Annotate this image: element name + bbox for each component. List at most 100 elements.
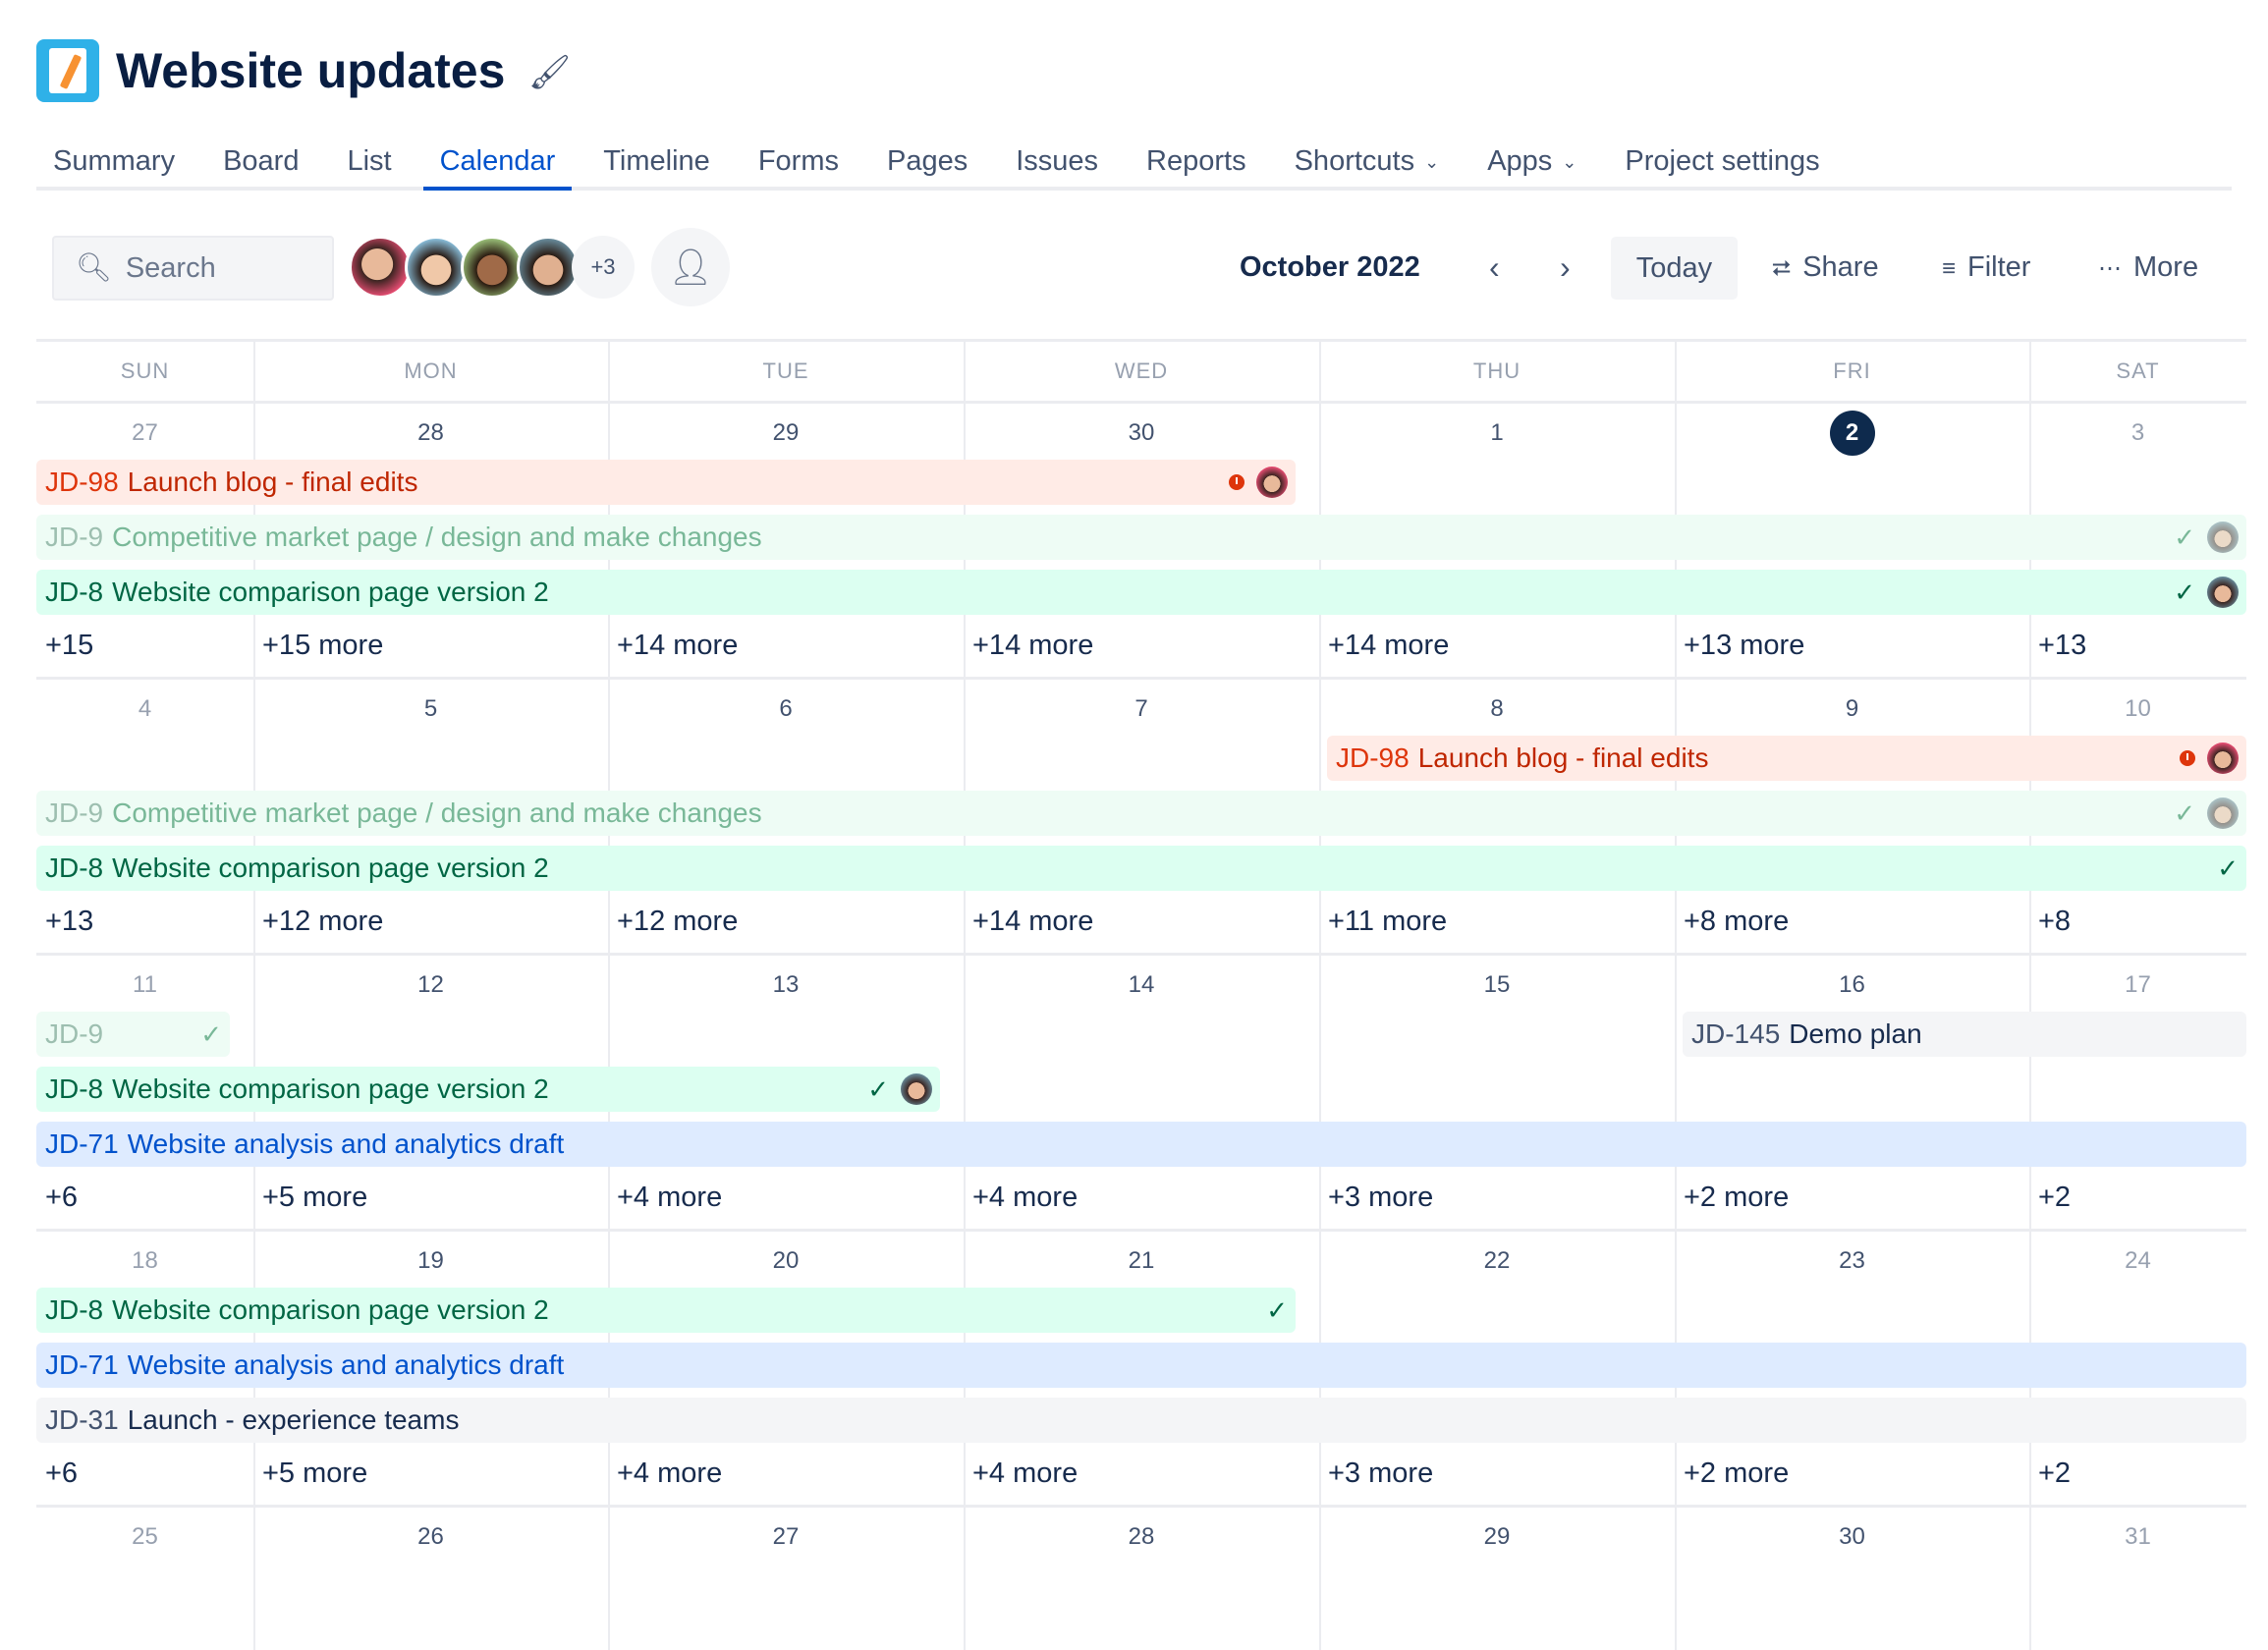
date-cell[interactable]: 19 xyxy=(253,1238,608,1284)
more-issues-link[interactable]: +2 xyxy=(2038,1458,2072,1489)
tab-forms[interactable]: Forms xyxy=(742,136,856,187)
more-members-button[interactable]: +3 xyxy=(572,236,635,299)
date-cell[interactable]: 25 xyxy=(36,1514,253,1560)
date-cell[interactable]: 30 xyxy=(964,411,1319,456)
date-cell[interactable]: 18 xyxy=(36,1238,253,1284)
assignee-avatar[interactable] xyxy=(2207,522,2239,553)
date-cell[interactable]: 20 xyxy=(608,1238,964,1284)
more-issues-link[interactable]: +14 more xyxy=(1328,630,1450,661)
issue-bar[interactable]: JD-9 ✓ xyxy=(36,1012,230,1057)
date-cell[interactable]: 27 xyxy=(608,1514,964,1560)
paint-bucket-icon[interactable]: 🖌︎ xyxy=(528,54,572,91)
more-issues-link[interactable]: +15 xyxy=(45,630,94,661)
date-cell[interactable]: 21 xyxy=(964,1238,1319,1284)
date-cell[interactable]: 1 xyxy=(1319,411,1675,456)
more-issues-link[interactable]: +4 more xyxy=(617,1458,723,1489)
more-issues-link[interactable]: +14 more xyxy=(972,906,1094,937)
date-cell[interactable]: 8 xyxy=(1319,687,1675,732)
tab-issues[interactable]: Issues xyxy=(999,136,1115,187)
assignee-avatar[interactable] xyxy=(2207,577,2239,608)
date-cell[interactable]: 13 xyxy=(608,962,964,1008)
assignee-avatar[interactable] xyxy=(2207,742,2239,774)
date-cell[interactable]: 4 xyxy=(36,687,253,732)
tab-list[interactable]: List xyxy=(330,136,408,187)
tab-reports[interactable]: Reports xyxy=(1130,136,1263,187)
more-issues-link[interactable]: +14 more xyxy=(972,630,1094,661)
date-cell[interactable]: 30 xyxy=(1675,1514,2029,1560)
date-cell[interactable]: 29 xyxy=(608,411,964,456)
date-cell[interactable]: 6 xyxy=(608,687,964,732)
more-issues-link[interactable]: +11 more xyxy=(1328,906,1448,937)
issue-bar[interactable]: JD-9 Competitive market page / design and… xyxy=(36,791,2246,836)
date-cell[interactable]: 17 xyxy=(2029,962,2246,1008)
more-issues-link[interactable]: +13 xyxy=(2038,630,2087,661)
issue-bar[interactable]: JD-8 Website comparison page version 2 ✓ xyxy=(36,1067,940,1112)
tab-calendar[interactable]: Calendar xyxy=(422,136,573,191)
tab-apps[interactable]: Apps ⌄ xyxy=(1470,136,1593,187)
issue-bar[interactable]: JD-8 Website comparison page version 2 ✓ xyxy=(36,1288,1296,1333)
more-issues-link[interactable]: +12 more xyxy=(262,906,384,937)
more-issues-link[interactable]: +2 more xyxy=(1684,1182,1790,1213)
assignee-avatar[interactable] xyxy=(901,1073,932,1105)
date-cell[interactable]: 5 xyxy=(253,687,608,732)
tab-project-settings[interactable]: Project settings xyxy=(1608,136,1836,187)
tab-shortcuts[interactable]: Shortcuts ⌄ xyxy=(1278,136,1457,187)
issue-bar[interactable]: JD-98 Launch blog - final edits xyxy=(36,460,1296,505)
add-people-button[interactable]: 👤︎ xyxy=(651,228,730,306)
date-cell[interactable]: 3 xyxy=(2029,411,2246,456)
more-issues-link[interactable]: +15 more xyxy=(262,630,384,661)
more-issues-link[interactable]: +2 more xyxy=(1684,1458,1790,1489)
more-issues-link[interactable]: +5 more xyxy=(262,1182,368,1213)
previous-month-button[interactable]: ‹ xyxy=(1489,248,1500,287)
more-issues-link[interactable]: +4 more xyxy=(617,1182,723,1213)
date-cell[interactable]: 29 xyxy=(1319,1514,1675,1560)
more-issues-link[interactable]: +6 xyxy=(45,1458,79,1489)
issue-bar[interactable]: JD-8 Website comparison page version 2 ✓ xyxy=(36,570,2246,615)
more-issues-link[interactable]: +8 xyxy=(2038,906,2072,937)
member-avatar[interactable] xyxy=(405,236,468,299)
today-button[interactable]: Today xyxy=(1611,237,1738,300)
more-issues-link[interactable]: +4 more xyxy=(972,1182,1079,1213)
tab-board[interactable]: Board xyxy=(206,136,315,187)
more-issues-link[interactable]: +13 more xyxy=(1684,630,1805,661)
date-cell[interactable]: 9 xyxy=(1675,687,2029,732)
date-cell[interactable]: 24 xyxy=(2029,1238,2246,1284)
issue-bar[interactable]: JD-71 Website analysis and analytics draf… xyxy=(36,1343,2246,1388)
date-cell[interactable]: 10 xyxy=(2029,687,2246,732)
member-avatar[interactable] xyxy=(461,236,524,299)
next-month-button[interactable]: › xyxy=(1560,248,1571,287)
date-cell[interactable]: 31 xyxy=(2029,1514,2246,1560)
more-issues-link[interactable]: +3 more xyxy=(1328,1458,1434,1489)
date-cell[interactable]: 2 xyxy=(1675,411,2029,456)
more-issues-link[interactable]: +8 more xyxy=(1684,906,1790,937)
date-cell[interactable]: 23 xyxy=(1675,1238,2029,1284)
more-issues-link[interactable]: +4 more xyxy=(972,1458,1079,1489)
assignee-avatar[interactable] xyxy=(1256,467,1288,498)
issue-bar[interactable]: JD-9 Competitive market page / design and… xyxy=(36,515,2246,560)
more-issues-link[interactable]: +14 more xyxy=(617,630,739,661)
date-cell[interactable]: 7 xyxy=(964,687,1319,732)
issue-bar[interactable]: JD-145 Demo plan xyxy=(1683,1012,2246,1057)
more-issues-link[interactable]: +5 more xyxy=(262,1458,368,1489)
date-cell[interactable]: 28 xyxy=(253,411,608,456)
more-issues-link[interactable]: +12 more xyxy=(617,906,739,937)
more-issues-link[interactable]: +13 xyxy=(45,906,94,937)
issue-bar[interactable]: JD-71 Website analysis and analytics draf… xyxy=(36,1122,2246,1167)
filter-button[interactable]: ≡ Filter xyxy=(1942,248,2030,289)
search-input[interactable] xyxy=(125,251,322,285)
tab-summary[interactable]: Summary xyxy=(36,136,192,187)
member-avatar[interactable] xyxy=(349,236,412,299)
date-cell[interactable]: 14 xyxy=(964,962,1319,1008)
more-issues-link[interactable]: +2 xyxy=(2038,1182,2072,1213)
date-cell[interactable]: 28 xyxy=(964,1514,1319,1560)
issue-bar[interactable]: JD-31 Launch - experience teams xyxy=(36,1398,2246,1443)
date-cell[interactable]: 22 xyxy=(1319,1238,1675,1284)
assignee-avatar[interactable] xyxy=(2207,798,2239,829)
more-issues-link[interactable]: +6 xyxy=(45,1182,79,1213)
date-cell[interactable]: 16 xyxy=(1675,962,2029,1008)
tab-timeline[interactable]: Timeline xyxy=(586,136,727,187)
share-button[interactable]: ⮂ Share xyxy=(1772,248,1879,289)
date-cell[interactable]: 12 xyxy=(253,962,608,1008)
tab-pages[interactable]: Pages xyxy=(870,136,984,187)
date-cell[interactable]: 15 xyxy=(1319,962,1675,1008)
